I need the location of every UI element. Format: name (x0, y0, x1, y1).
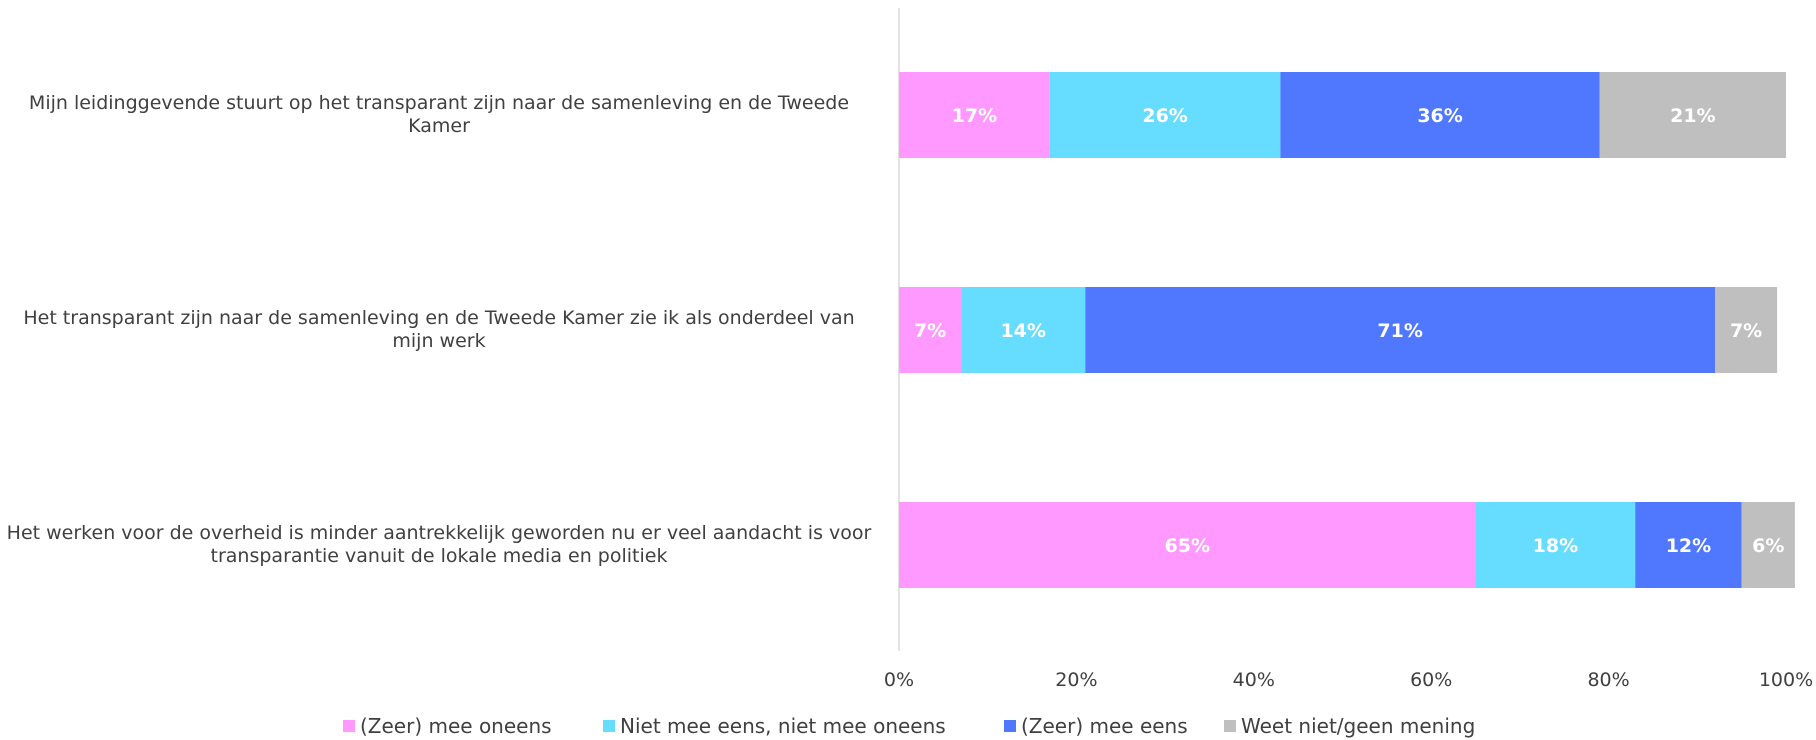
bar-segment-2-3 (1085, 287, 1716, 373)
bar-segment-1-3 (1280, 72, 1600, 158)
category-label-3: Het werken voor de overheid is minder aa… (6, 522, 872, 567)
bar-segment-2-4 (1715, 287, 1778, 373)
data-label-3-3: 12% (1666, 535, 1711, 557)
legend-item-weet-niet: Weet niet/geen mening (1224, 714, 1475, 738)
bar-segment-1-4 (1599, 72, 1786, 158)
bar-segment-3-2 (1475, 502, 1636, 588)
category-label-2: Het transparant zijn naar de samenleving… (23, 307, 855, 352)
legend-swatch-cyan (603, 720, 615, 732)
data-label-2-2: 14% (1000, 320, 1045, 342)
legend-label: Niet mee eens, niet mee oneens (620, 714, 946, 738)
legend-swatch-gray (1224, 720, 1236, 732)
legend-label: Weet niet/geen mening (1241, 714, 1476, 738)
x-tick-label-6: 100% (1759, 669, 1813, 691)
data-label-3-4: 6% (1752, 535, 1784, 557)
x-tick-label-2: 20% (1055, 669, 1097, 691)
legend-item-zeer-mee-oneens: (Zeer) mee oneens (343, 714, 552, 738)
x-tick-label-4: 60% (1410, 669, 1452, 691)
category-label-1: Mijn leidinggevende stuurt op het transp… (28, 92, 850, 137)
x-tick-label-5: 80% (1587, 669, 1629, 691)
legend-item-neutraal: Niet mee eens, niet mee oneens (603, 714, 946, 738)
data-label-2-1: 7% (914, 320, 946, 342)
bar-segment-3-3 (1635, 502, 1742, 588)
bar-segment-2-2 (961, 287, 1086, 373)
bar-segment-3-4 (1741, 502, 1795, 588)
legend-swatch-pink (343, 720, 355, 732)
data-label-1-2: 26% (1142, 105, 1187, 127)
data-label-3-2: 18% (1533, 535, 1578, 557)
legend-label: (Zeer) mee oneens (360, 714, 552, 738)
bar-segment-3-1 (899, 502, 1476, 588)
data-label-1-4: 21% (1670, 105, 1715, 127)
chart-plot: 17% 26% 36% 21% 7% 14% 71% 7% 65% 18% 12% 6% 0% 20% 40… (884, 8, 1813, 691)
legend-swatch-blue (1004, 720, 1016, 732)
data-label-2-3: 71% (1377, 320, 1422, 342)
x-tick-label-1: 0% (884, 669, 914, 691)
bar-segment-1-1 (899, 72, 1050, 158)
bar-segment-1-2 (1049, 72, 1281, 158)
data-label-1-3: 36% (1417, 105, 1462, 127)
legend-item-zeer-mee-eens: (Zeer) mee eens (1004, 714, 1188, 738)
bar-segment-2-1 (899, 287, 962, 373)
legend: (Zeer) mee oneens Niet mee eens, niet me… (0, 714, 1816, 740)
x-tick-label-3: 40% (1233, 669, 1275, 691)
data-label-2-4: 7% (1730, 320, 1762, 342)
legend-label: (Zeer) mee eens (1021, 714, 1188, 738)
data-label-1-1: 17% (952, 105, 997, 127)
data-label-3-1: 65% (1165, 535, 1210, 557)
